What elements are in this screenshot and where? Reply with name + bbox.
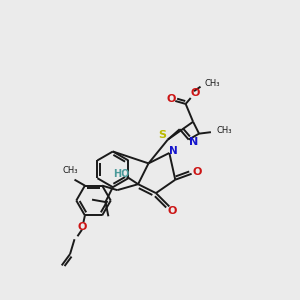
Text: CH₃: CH₃: [62, 166, 78, 175]
Text: CH₃: CH₃: [217, 126, 233, 135]
Text: N: N: [189, 137, 199, 147]
Text: O: O: [191, 88, 200, 98]
Text: O: O: [192, 167, 202, 177]
Text: O: O: [166, 94, 176, 104]
Text: N: N: [169, 146, 178, 157]
Text: O: O: [78, 222, 87, 232]
Text: S: S: [158, 130, 166, 140]
Text: HO: HO: [113, 169, 129, 179]
Text: O: O: [168, 206, 177, 216]
Text: CH₃: CH₃: [205, 79, 220, 88]
